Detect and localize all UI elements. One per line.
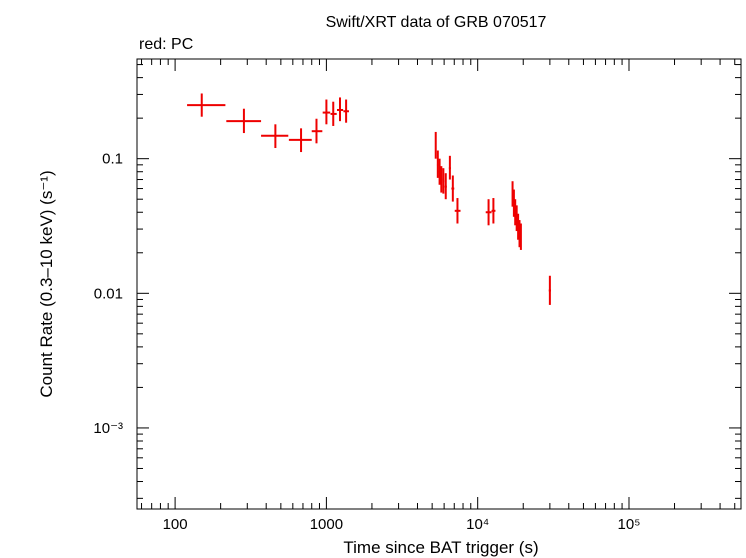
y-axis-label: Count Rate (0.3–10 keV) (s⁻¹) bbox=[37, 170, 56, 397]
data-point bbox=[434, 131, 437, 159]
data-point bbox=[436, 150, 439, 178]
data-point bbox=[440, 166, 443, 193]
data-point bbox=[336, 97, 344, 122]
x-tick-label: 1000 bbox=[310, 516, 343, 533]
data-points bbox=[187, 93, 551, 305]
data-point bbox=[451, 175, 455, 202]
data-point bbox=[187, 93, 226, 117]
data-point bbox=[485, 199, 492, 226]
data-point bbox=[330, 101, 337, 126]
y-tick-label: 10⁻³ bbox=[93, 420, 123, 437]
data-point bbox=[454, 198, 461, 224]
data-point bbox=[311, 118, 323, 144]
data-point bbox=[322, 99, 331, 125]
data-point bbox=[512, 189, 515, 217]
data-point bbox=[438, 158, 441, 185]
x-axis-label: Time since BAT trigger (s) bbox=[343, 538, 538, 557]
y-tick-label: 0.1 bbox=[102, 151, 123, 168]
data-point bbox=[518, 220, 521, 248]
y-tick-label: 0.01 bbox=[94, 285, 123, 302]
data-point bbox=[288, 128, 312, 153]
data-point bbox=[514, 199, 517, 226]
x-tick-label: 10⁵ bbox=[618, 516, 641, 533]
axis-ticks bbox=[137, 59, 741, 509]
data-point bbox=[261, 124, 289, 149]
data-point bbox=[226, 108, 262, 134]
data-point bbox=[444, 173, 447, 200]
data-point bbox=[442, 168, 445, 194]
data-point bbox=[548, 275, 551, 305]
axis-tick-labels: 100 1000 10⁴ 10⁵ 0.1 0.01 10⁻³ bbox=[93, 151, 640, 533]
data-point bbox=[515, 205, 518, 232]
x-tick-label: 10⁴ bbox=[466, 516, 489, 533]
data-point bbox=[519, 223, 522, 250]
chart-subtitle: red: PC bbox=[139, 36, 193, 53]
chart-title: Swift/XRT data of GRB 070517 bbox=[326, 14, 547, 31]
data-point bbox=[511, 181, 514, 207]
data-point bbox=[343, 99, 349, 123]
plot-frame bbox=[136, 58, 742, 510]
data-point bbox=[491, 198, 496, 224]
data-point bbox=[517, 213, 520, 240]
x-tick-label: 100 bbox=[163, 516, 188, 533]
data-point bbox=[448, 155, 451, 180]
